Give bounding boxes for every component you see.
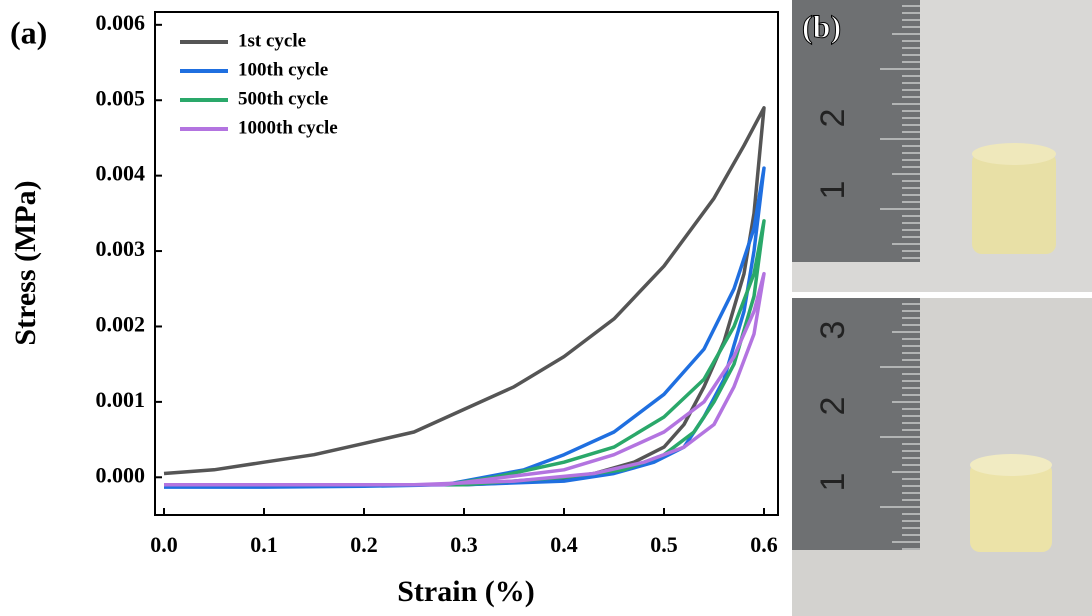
x-tick-label: 0.2: [350, 532, 378, 557]
x-tick-label: 0.6: [750, 532, 778, 557]
x-tick-label: 0.3: [450, 532, 478, 557]
data-line: [164, 219, 766, 487]
y-tick-label: 0.000: [96, 462, 146, 487]
plot-frame: [154, 11, 779, 516]
data-line: [164, 271, 766, 487]
y-tick-label: 0.001: [96, 387, 146, 412]
data-line: [163, 106, 766, 487]
ruler-number: 2: [814, 109, 852, 128]
ruler-number: 1: [814, 473, 852, 492]
x-axis-title: Strain (%): [397, 575, 535, 608]
y-tick-label: 0.004: [96, 161, 146, 186]
ruler-number: 3: [814, 321, 852, 340]
legend-label: 1000th cycle: [238, 117, 338, 138]
sample: [970, 462, 1052, 552]
photo-panel: (b) 2 1 3 2 1: [792, 0, 1092, 616]
y-tick-label: 0.003: [96, 236, 146, 261]
ruler: [792, 298, 920, 550]
ruler-number: 1: [814, 181, 852, 200]
sample-top: [970, 454, 1052, 476]
legend-label: 100th cycle: [238, 59, 328, 80]
y-tick-label: 0.005: [96, 85, 146, 110]
legend-label: 500th cycle: [238, 88, 328, 109]
sample-top: [972, 143, 1056, 165]
legend-label: 1st cycle: [238, 30, 306, 51]
ruler: [792, 0, 920, 262]
x-tick-label: 0.1: [250, 532, 278, 557]
x-tick-label: 0.5: [650, 532, 678, 557]
y-axis-title: Stress (MPa): [9, 180, 42, 345]
y-tick-label: 0.002: [96, 312, 146, 337]
panel-label: (b): [802, 8, 841, 44]
ruler-number: 2: [814, 397, 852, 416]
x-tick-label: 0.4: [550, 532, 578, 557]
sample: [972, 152, 1056, 254]
panel-label: (a): [10, 14, 47, 50]
data-line: [163, 166, 766, 489]
y-tick-label: 0.006: [96, 10, 146, 35]
x-tick-label: 0.0: [150, 532, 178, 557]
